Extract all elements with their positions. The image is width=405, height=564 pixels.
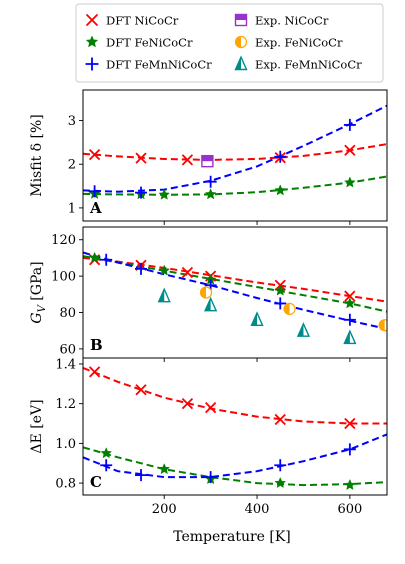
x-axis-label: Temperature [K] <box>173 529 291 545</box>
panel-c: 0.8 1.0 1.2 1.4 200 400 600 C ΔE [eV] <box>29 357 388 517</box>
point-dft-femnnicocr <box>343 313 356 326</box>
y-tick-label: 1.0 <box>55 437 76 452</box>
y-tick-label: 100 <box>51 270 76 285</box>
y-axis-label: ΔE [eV] <box>29 399 45 453</box>
x-tick-label: 400 <box>245 502 270 517</box>
panel-a: 1 2 3 A Misfit δ [%] <box>29 89 388 225</box>
point-dft-femnnicocr <box>88 185 101 198</box>
point-exp-femnnicocr <box>250 311 264 326</box>
point-exp-femnnicocr <box>157 287 171 303</box>
panel-letter: A <box>89 199 102 217</box>
fit-line-dft-femnnicocr <box>83 104 387 193</box>
point-dft-nicocr <box>204 402 217 414</box>
plot-area <box>83 251 387 345</box>
point-dft-nicocr <box>181 398 194 410</box>
y-tick-label: 3 <box>68 114 76 129</box>
legend-marker-dft-nicocr <box>85 13 99 27</box>
point-dft-fenicocr <box>274 284 287 296</box>
point-dft-femnnicocr <box>274 150 287 163</box>
legend-label-exp-fenicocr: Exp. FeNiCoCr <box>255 36 343 50</box>
panels: 1 2 3 A Misfit δ [%] 60 80 100 120 B GV [GPa] 0.8 1.… <box>29 89 388 517</box>
point-dft-femnnicocr <box>100 459 113 472</box>
point-dft-fenicocr <box>158 264 171 276</box>
plot-area <box>83 366 387 491</box>
y-tick-label: 120 <box>51 233 76 248</box>
point-dft-nicocr <box>181 266 194 279</box>
legend-frame <box>75 3 384 83</box>
point-dft-fenicocr <box>344 297 356 309</box>
point-dft-nicocr <box>274 413 286 426</box>
point-dft-femnnicocr <box>135 469 148 482</box>
point-dft-femnnicocr <box>274 459 287 472</box>
point-dft-femnnicocr <box>135 186 148 199</box>
fit-line-dft-fenicocr <box>83 446 387 487</box>
fit-line-dft-femnnicocr <box>83 251 387 330</box>
legend-label-exp-femnnicocr: Exp. FeMnNiCoCr <box>255 58 362 72</box>
point-dft-fenicocr <box>158 188 171 200</box>
legend-marker-exp-nicocr <box>234 13 248 27</box>
point-dft-nicocr <box>344 290 356 302</box>
panel-letter: B <box>90 336 103 354</box>
panel-frame <box>82 89 388 222</box>
legend-marker-exp-fenicocr <box>234 35 248 49</box>
legend-marker-exp-femnnicocr <box>234 55 248 71</box>
point-dft-fenicocr <box>344 176 356 188</box>
point-dft-fenicocr <box>100 447 113 459</box>
point-dft-fenicocr <box>204 188 217 200</box>
point-dft-femnnicocr <box>135 262 148 275</box>
legend: DFT NiCoCr DFT FeNiCoCr DFT FeMnNiCoCr Exp.… <box>75 3 384 83</box>
point-dft-nicocr <box>135 384 147 396</box>
y-tick-label: 80 <box>59 306 76 321</box>
point-dft-femnnicocr <box>100 253 113 266</box>
point-exp-nicocr <box>201 154 214 168</box>
point-exp-fenicocr <box>283 302 296 315</box>
point-dft-femnnicocr <box>343 118 356 131</box>
fit-line-dft-nicocr <box>83 143 387 161</box>
point-dft-femnnicocr <box>343 443 356 456</box>
y-axis-label: Misfit δ [%] <box>29 114 45 197</box>
point-dft-nicocr <box>344 144 356 156</box>
point-dft-fenicocr <box>344 478 356 491</box>
point-dft-femnnicocr <box>274 297 287 310</box>
point-dft-femnnicocr <box>204 175 217 188</box>
y-tick-label: 0.8 <box>55 477 76 492</box>
point-dft-fenicocr <box>274 476 287 489</box>
point-dft-fenicocr <box>88 251 101 263</box>
legend-label-dft-fenicocr: DFT FeNiCoCr <box>106 36 193 50</box>
y-tick-label: 2 <box>68 158 76 173</box>
y-tick-label: 60 <box>59 342 76 357</box>
point-dft-fenicocr <box>274 184 287 196</box>
point-dft-nicocr <box>88 366 101 378</box>
point-exp-femnnicocr <box>343 329 357 345</box>
fit-line-dft-fenicocr <box>83 175 387 196</box>
panel-letter: C <box>90 473 102 491</box>
x-tick-label: 200 <box>152 502 177 517</box>
legend-marker-dft-femnnicocr <box>85 57 99 71</box>
legend-label-exp-nicocr: Exp. NiCoCr <box>255 14 329 28</box>
legend-label-dft-nicocr: DFT NiCoCr <box>106 14 179 28</box>
y-axis-label: GV [GPa] <box>29 261 48 323</box>
plot-area <box>83 104 387 200</box>
panel-b: 60 80 100 120 B GV [GPa] <box>29 226 388 362</box>
legend-marker-dft-fenicocr <box>85 35 99 48</box>
point-exp-femnnicocr <box>296 322 311 337</box>
point-exp-femnnicocr <box>204 296 218 312</box>
y-tick-label: 1 <box>68 201 76 216</box>
legend-label-dft-femnnicocr: DFT FeMnNiCoCr <box>106 58 212 72</box>
y-tick-label: 1.4 <box>55 357 76 372</box>
panel-frame <box>82 357 388 496</box>
point-dft-nicocr <box>135 152 147 164</box>
fit-line-dft-femnnicocr <box>83 433 387 479</box>
point-exp-fenicocr <box>378 319 387 332</box>
point-dft-femnnicocr <box>204 471 217 484</box>
y-tick-label: 1.2 <box>55 397 76 412</box>
point-exp-fenicocr <box>199 286 213 299</box>
point-dft-fenicocr <box>158 463 171 475</box>
fit-line-dft-nicocr <box>83 366 387 425</box>
x-tick-label: 600 <box>337 502 362 517</box>
point-dft-nicocr <box>181 154 194 166</box>
point-dft-nicocr <box>344 417 356 430</box>
point-dft-nicocr <box>88 148 101 161</box>
